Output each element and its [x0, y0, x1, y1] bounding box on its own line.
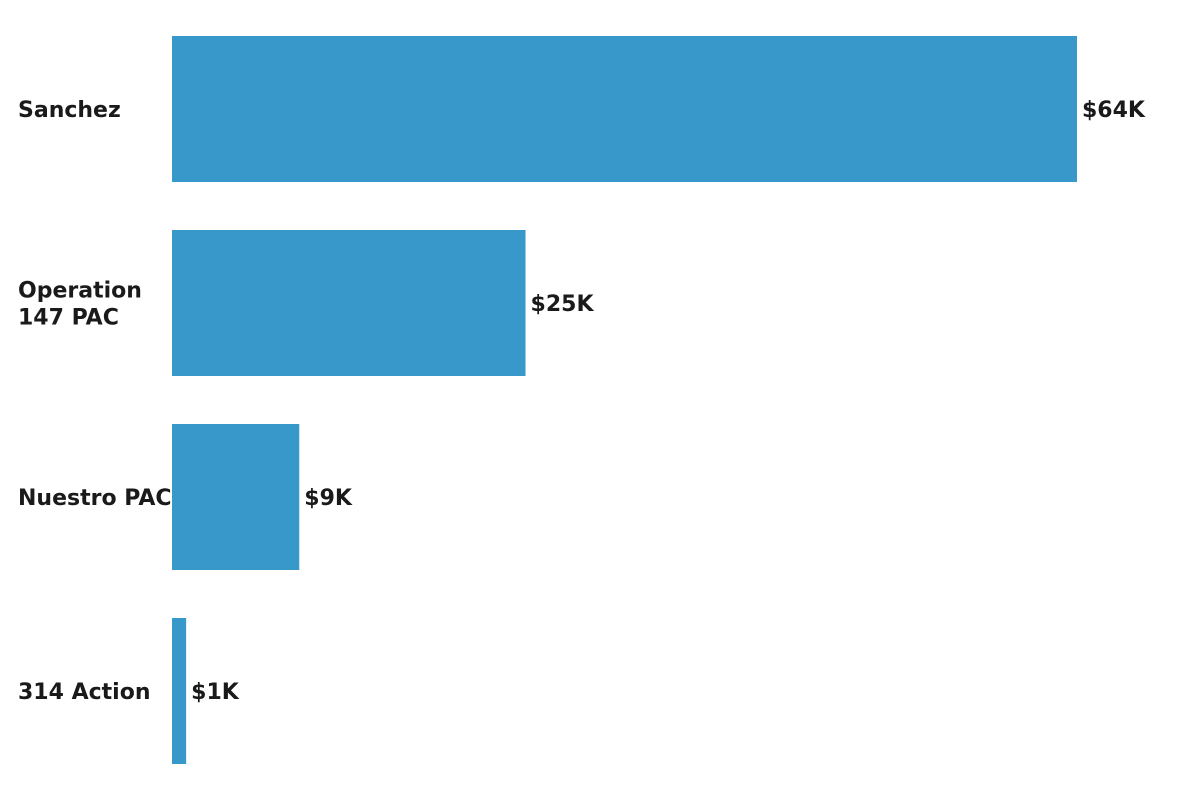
category-label-0: Sanchez	[18, 98, 121, 123]
bar-0	[172, 36, 1077, 182]
value-label-3: $1K	[191, 680, 240, 705]
category-label-2: Nuestro PAC	[18, 486, 172, 511]
bar-3	[172, 618, 187, 764]
bar-1	[172, 230, 526, 376]
value-label-2: $9K	[304, 486, 353, 511]
value-label-0: $64K	[1082, 98, 1146, 123]
bar-2	[172, 424, 300, 570]
value-label-1: $25K	[531, 292, 595, 317]
category-label-3: 314 Action	[18, 680, 150, 705]
category-label-1: Operation 147 PAC	[18, 279, 142, 331]
